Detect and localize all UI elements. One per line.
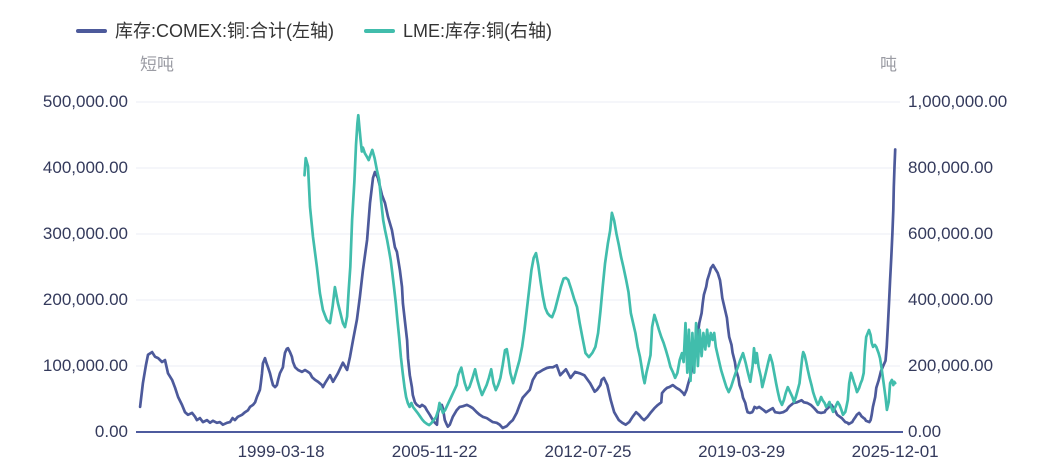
left-axis-tick: 500,000.00: [42, 92, 128, 111]
legend-item-lme[interactable]: LME:库存:铜(右轴): [364, 20, 552, 42]
left-axis-tick: 200,000.00: [42, 290, 128, 309]
left-axis-tick: 400,000.00: [42, 158, 128, 177]
x-axis-tick: 2012-07-25: [544, 442, 632, 461]
comex-line-swatch: [76, 29, 107, 33]
legend-label-lme: LME:库存:铜(右轴): [403, 21, 553, 41]
x-axis-tick: 2005-11-22: [391, 442, 478, 461]
x-axis-tick: 2025-12-01: [851, 442, 939, 461]
legend-item-comex[interactable]: 库存:COMEX:铜:合计(左轴): [76, 20, 334, 42]
legend: 库存:COMEX:铜:合计(左轴) LME:库存:铜(右轴): [76, 20, 552, 42]
left-axis-tick: 300,000.00: [42, 224, 128, 243]
lme-series-line: [303, 113, 897, 427]
left-axis-tick: 100,000.00: [42, 356, 128, 375]
right-axis-tick: 400,000.00: [908, 290, 994, 309]
lme-line-swatch: [364, 29, 395, 33]
comex-series-line: [138, 148, 897, 430]
x-axis-tick: 2019-03-29: [698, 442, 786, 461]
legend-label-comex: 库存:COMEX:铜:合计(左轴): [115, 21, 334, 41]
right-axis-tick: 1,000,000.00: [908, 92, 1008, 111]
right-axis-tick: 600,000.00: [908, 224, 994, 243]
left-axis-tick: 0.00: [94, 422, 128, 441]
right-axis-tick: 200,000.00: [908, 356, 994, 375]
right-axis-unit: 吨: [880, 55, 897, 74]
left-axis-unit: 短吨: [140, 55, 174, 74]
right-axis-tick: 0.00: [908, 422, 942, 441]
x-axis-tick: 1999-03-18: [237, 442, 325, 461]
right-axis-tick: 800,000.00: [908, 158, 994, 177]
